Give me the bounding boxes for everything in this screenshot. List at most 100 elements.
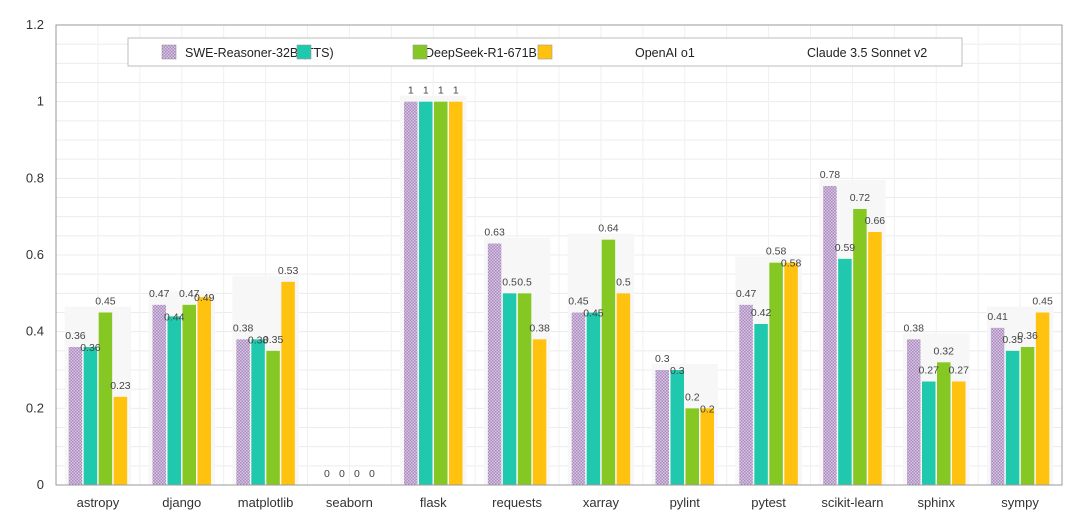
bar bbox=[68, 347, 83, 485]
legend-swatch bbox=[296, 44, 312, 60]
x-tick-label: flask bbox=[420, 495, 447, 510]
data-label: 0.3 bbox=[670, 365, 685, 377]
data-label: 0.64 bbox=[598, 223, 619, 235]
bar bbox=[990, 327, 1005, 485]
bar bbox=[419, 101, 433, 486]
bar bbox=[838, 258, 852, 485]
bar bbox=[1035, 312, 1050, 485]
y-tick-label: 0 bbox=[37, 477, 44, 492]
bar bbox=[487, 243, 502, 485]
data-label: 0 bbox=[369, 468, 375, 480]
bar bbox=[449, 101, 463, 486]
bars bbox=[68, 101, 1050, 486]
data-label: 0.38 bbox=[233, 322, 254, 334]
bar bbox=[152, 304, 166, 485]
data-label: 0.58 bbox=[781, 258, 802, 270]
data-label: 0.2 bbox=[700, 403, 715, 415]
bar bbox=[517, 293, 532, 485]
data-label: 0.32 bbox=[934, 345, 955, 357]
data-label: 0.27 bbox=[919, 365, 940, 377]
plot-frame bbox=[55, 24, 1063, 486]
data-label: 0.36 bbox=[80, 342, 101, 354]
data-label: 0.38 bbox=[248, 334, 269, 346]
y-axis: 0 0.2 0.4 0.6 0.8 1 1.2 bbox=[26, 17, 44, 492]
data-label: 0.42 bbox=[751, 307, 772, 319]
legend-label: Claude 3.5 Sonnet v2 bbox=[807, 46, 927, 60]
bar bbox=[739, 304, 753, 485]
data-label: 0.66 bbox=[865, 215, 886, 227]
legend-swatch bbox=[412, 44, 428, 60]
data-label: 0.5 bbox=[616, 276, 631, 288]
x-tick-label: xarray bbox=[583, 495, 620, 510]
bar bbox=[937, 362, 951, 485]
bar bbox=[907, 339, 921, 485]
data-label: 0.38 bbox=[529, 322, 550, 334]
data-label: 0.63 bbox=[484, 227, 505, 239]
x-tick-label: scikit-learn bbox=[821, 495, 883, 510]
bar bbox=[685, 408, 699, 485]
data-label: 0.47 bbox=[179, 288, 200, 300]
data-label: 0.47 bbox=[149, 288, 170, 300]
x-tick-label: django bbox=[162, 495, 201, 510]
y-tick-label: 0.2 bbox=[26, 400, 44, 415]
bar bbox=[281, 281, 295, 485]
data-label: 0.36 bbox=[1017, 330, 1038, 342]
bar bbox=[1020, 347, 1035, 485]
x-axis: astropy django matplotlib seaborn flask reque… bbox=[77, 495, 1040, 510]
data-label: 0.58 bbox=[766, 246, 787, 258]
bar bbox=[182, 304, 196, 485]
bar bbox=[868, 232, 882, 485]
bar bbox=[571, 312, 586, 485]
data-label: 0.45 bbox=[1032, 296, 1053, 308]
bar bbox=[532, 339, 547, 485]
bar bbox=[754, 324, 768, 485]
x-tick-label: pytest bbox=[751, 495, 786, 510]
legend-swatch bbox=[537, 44, 553, 60]
bar bbox=[922, 381, 936, 485]
y-tick-label: 0.4 bbox=[26, 324, 44, 339]
bar bbox=[655, 370, 669, 485]
bar bbox=[700, 408, 714, 485]
y-tick-label: 0.8 bbox=[26, 170, 44, 185]
data-label: 0.27 bbox=[949, 365, 970, 377]
y-tick-label: 1 bbox=[37, 94, 44, 109]
data-label: 0.38 bbox=[904, 322, 925, 334]
data-label: 0.36 bbox=[65, 330, 86, 342]
bar bbox=[197, 297, 211, 485]
data-label: 0.44 bbox=[164, 311, 185, 323]
data-label: 0.72 bbox=[850, 192, 871, 204]
x-tick-label: sympy bbox=[1001, 495, 1039, 510]
bar bbox=[266, 350, 280, 485]
bar bbox=[601, 239, 616, 485]
legend-swatch bbox=[161, 44, 177, 60]
bar bbox=[236, 339, 250, 485]
x-tick-label: pylint bbox=[670, 495, 701, 510]
data-label: 0.45 bbox=[568, 296, 589, 308]
bar bbox=[404, 101, 418, 486]
data-label: 0 bbox=[324, 468, 330, 480]
bar bbox=[616, 293, 631, 485]
bar bbox=[670, 370, 684, 485]
bar bbox=[434, 101, 448, 486]
bar bbox=[769, 262, 783, 485]
data-label: 0.49 bbox=[194, 292, 215, 304]
bar bbox=[251, 339, 265, 485]
data-label: 0.45 bbox=[583, 308, 604, 320]
data-label: 1 bbox=[438, 85, 444, 97]
x-tick-label: seaborn bbox=[326, 495, 373, 510]
bar bbox=[1005, 350, 1020, 485]
bar bbox=[167, 316, 181, 485]
bar bbox=[502, 293, 517, 485]
bar bbox=[952, 381, 966, 485]
y-tick-label: 1.2 bbox=[26, 17, 44, 32]
data-label: 0.5 bbox=[517, 276, 532, 288]
bar bbox=[98, 312, 113, 485]
bar bbox=[853, 209, 867, 485]
data-label: 0.45 bbox=[95, 296, 116, 308]
data-label: 0.5 bbox=[502, 276, 517, 288]
data-label: 0.41 bbox=[987, 311, 1008, 323]
data-label: 0 bbox=[354, 468, 360, 480]
data-label: 0.78 bbox=[820, 169, 841, 181]
legend: SWE-Reasoner-32B (TTS) DeepSeek-R1-671B Op… bbox=[127, 37, 963, 67]
